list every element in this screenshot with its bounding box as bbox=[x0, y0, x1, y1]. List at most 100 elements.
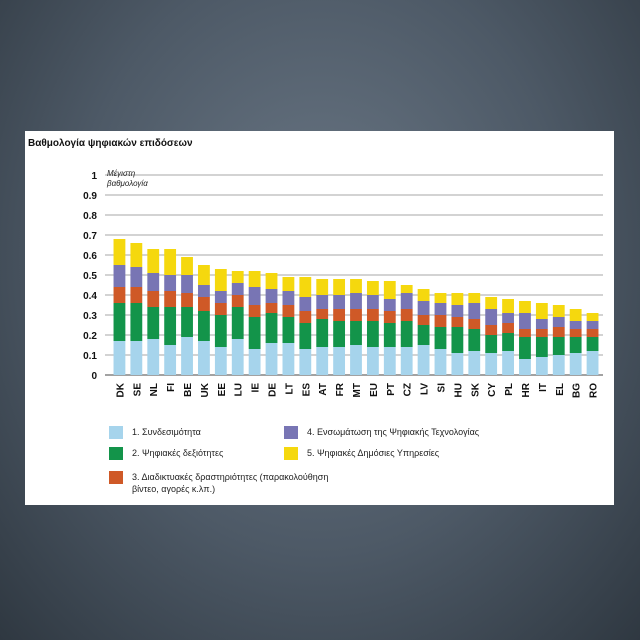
y-tick-label: 0.4 bbox=[83, 291, 97, 302]
x-tick-label: ES bbox=[301, 383, 312, 397]
bar-segment bbox=[164, 307, 177, 345]
y-tick-label: 0.8 bbox=[83, 211, 97, 222]
x-tick-label: HR bbox=[521, 382, 532, 397]
bar-segment bbox=[519, 313, 531, 329]
bar-segment bbox=[451, 293, 464, 305]
max-score-label-line1: Μέγιστη bbox=[107, 169, 136, 178]
bar-segment bbox=[451, 353, 464, 375]
bar-segment bbox=[147, 339, 160, 375]
y-tick-label: 0.3 bbox=[83, 311, 97, 322]
bar-segment bbox=[502, 333, 514, 351]
bar-segment bbox=[383, 281, 396, 299]
bar-segment bbox=[366, 347, 379, 375]
legend-item-connectivity: 1. Συνδεσιμότητα bbox=[109, 426, 201, 439]
bar-segment bbox=[417, 325, 430, 345]
x-tick-label: LV bbox=[420, 383, 431, 395]
bar-segment bbox=[333, 321, 346, 347]
bar-segment bbox=[316, 309, 329, 319]
x-tick-label: LT bbox=[284, 383, 295, 394]
bar-segment bbox=[552, 317, 565, 327]
bar-segment bbox=[586, 321, 599, 329]
bar-segment bbox=[164, 291, 177, 307]
bar-segment bbox=[434, 315, 447, 327]
bar-segment bbox=[434, 293, 447, 303]
legend-item-skills: 2. Ψηφιακές δεξιότητες bbox=[109, 447, 223, 460]
bar-segment bbox=[468, 293, 481, 303]
x-tick-label: CY bbox=[487, 383, 498, 397]
x-tick-label: PT bbox=[386, 383, 397, 396]
bar-segment bbox=[400, 309, 413, 321]
bar-segment bbox=[552, 355, 565, 375]
bar-segment bbox=[299, 323, 312, 349]
bar-segment bbox=[214, 315, 227, 347]
bar-segment bbox=[147, 273, 160, 291]
legend-item-integration: 4. Ενσωμάτωση της Ψηφιακής Τεχνολογίας bbox=[284, 426, 479, 439]
bar-segment bbox=[164, 345, 177, 375]
bar-segment bbox=[130, 287, 143, 303]
chart-title: Βαθμολογία ψηφιακών επιδόσεων bbox=[28, 138, 193, 149]
bar-segment bbox=[400, 285, 413, 293]
bar-segment bbox=[181, 293, 193, 307]
bar-segment bbox=[586, 329, 599, 337]
bar-segment bbox=[519, 329, 531, 337]
bar-segment bbox=[248, 349, 261, 375]
y-tick-label: 1 bbox=[91, 171, 97, 182]
bar-segment bbox=[214, 303, 227, 315]
bar-segment bbox=[316, 319, 329, 347]
x-tick-label: BG bbox=[572, 383, 583, 398]
x-tick-label: AT bbox=[318, 383, 329, 396]
max-score-label-line2: βαθμολογία bbox=[106, 179, 148, 188]
chart-plot-area: 0 0.1 0.2 0.3 0.4 0.5 0.6 0.7 0.8 0.9 1 DK SE NL FI BE… bbox=[83, 169, 603, 398]
bar-segment bbox=[333, 309, 346, 321]
bar-segment bbox=[333, 295, 346, 309]
bar-segment bbox=[248, 287, 261, 305]
bar-segment bbox=[485, 309, 498, 325]
bar-segment bbox=[468, 351, 481, 375]
bar-segment bbox=[181, 337, 193, 375]
bar-segment bbox=[130, 267, 143, 287]
legend-label-connectivity: 1. Συνδεσιμότητα bbox=[132, 427, 201, 437]
bar-segment bbox=[451, 327, 464, 353]
bar-segment bbox=[130, 341, 143, 375]
bar-segment bbox=[519, 359, 531, 375]
x-tick-label: DK bbox=[115, 382, 126, 397]
bar-segment bbox=[366, 309, 379, 321]
bar-segment bbox=[299, 277, 312, 297]
x-tick-label: EL bbox=[555, 383, 566, 396]
bar-segment bbox=[502, 299, 514, 313]
bar-segment bbox=[181, 257, 193, 275]
bar-segment bbox=[282, 305, 295, 317]
bar-segment bbox=[265, 313, 278, 343]
bar-segment bbox=[333, 279, 346, 295]
legend-item-public-services: 5. Ψηφιακές Δημόσιες Υπηρεσίες bbox=[284, 447, 439, 460]
bar-segment bbox=[181, 275, 193, 293]
bar-segment bbox=[569, 337, 582, 353]
bar-segment bbox=[147, 291, 160, 307]
x-tick-label: CZ bbox=[403, 383, 414, 396]
y-tick-label: 0.6 bbox=[83, 251, 97, 262]
bar-segment bbox=[231, 339, 244, 375]
y-tick-label: 0.1 bbox=[83, 351, 97, 362]
bar-segment bbox=[519, 301, 531, 313]
bar-segment bbox=[383, 323, 396, 347]
bar-segment bbox=[485, 297, 498, 309]
bar-segment bbox=[383, 311, 396, 323]
bar-segment bbox=[231, 307, 244, 339]
bar-segment bbox=[535, 337, 548, 357]
bar-segment bbox=[231, 271, 244, 283]
bar-segment bbox=[434, 327, 447, 349]
bar-segment bbox=[502, 323, 514, 333]
bar-segment bbox=[569, 329, 582, 337]
x-tick-label: PL bbox=[504, 383, 515, 396]
bar-segment bbox=[350, 321, 362, 345]
bar-segment bbox=[350, 279, 362, 293]
x-tick-label: EU bbox=[369, 383, 380, 397]
bar-segment bbox=[400, 347, 413, 375]
bar-segment bbox=[586, 351, 599, 375]
bar-segment bbox=[400, 321, 413, 347]
bar-segment bbox=[214, 269, 227, 291]
bar-segment bbox=[282, 317, 295, 343]
bar-segment bbox=[333, 347, 346, 375]
y-tick-label: 0.5 bbox=[83, 271, 97, 282]
bar-segment bbox=[316, 295, 329, 309]
